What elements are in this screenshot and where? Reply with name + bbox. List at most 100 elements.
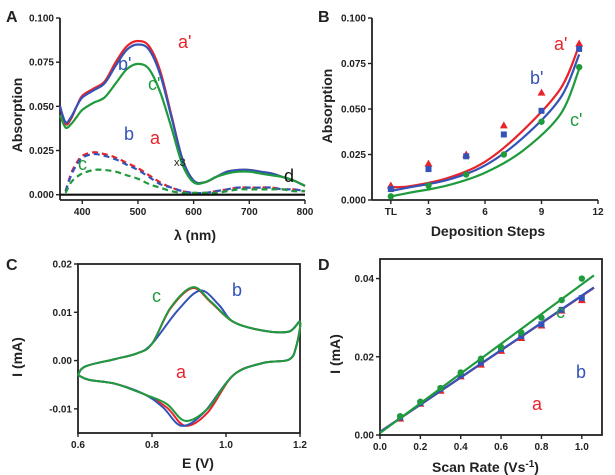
panel-c-y-tick-label: 0.02	[53, 260, 73, 271]
label-c-prime: c'	[148, 74, 160, 94]
panel-b-point	[387, 186, 394, 193]
panel-b-point	[425, 182, 432, 189]
panel-d-point	[558, 296, 565, 304]
panel-a-x-tick-label: 600	[185, 207, 202, 218]
panel-d-y-tick-label: 0.02	[355, 352, 375, 363]
panel-a-ylabel: Absorption	[9, 78, 25, 153]
panel-d-point	[437, 384, 444, 392]
label-c-panel-c: c	[152, 286, 161, 306]
panel-a-x-tick-label: 800	[297, 207, 314, 218]
panel-a-series-5-line	[64, 168, 306, 195]
panel-b-y-tick-label: 0.100	[341, 14, 366, 25]
panel-b-point	[500, 131, 507, 138]
label-d-panel-c: c	[556, 302, 565, 322]
panel-c-x-tick-label: 1.2	[293, 440, 307, 451]
panel-b-y-tick-label: 0.025	[341, 150, 366, 161]
panel-c-x-tick-label: 1.0	[219, 440, 233, 451]
panel-b-fit-1	[390, 53, 581, 192]
panel-a-series-1-line	[58, 43, 306, 187]
panel-a-y-tick-label: 0.025	[29, 146, 54, 157]
panel-c-x-tick-label: 0.6	[71, 440, 85, 451]
panel-c-ylabel: I (mA)	[9, 337, 25, 377]
panel-b-chart: TL 3 6 9 12 0.000 0.025 0.050 0.075 0.100 Absorpt…	[319, 14, 604, 240]
label-b: b	[124, 124, 134, 144]
panel-c-frame	[77, 263, 301, 434]
panel-d-x-tick-label: 0.8	[535, 442, 549, 453]
panel-d-ylabel: I (mA)	[327, 334, 343, 374]
panel-b-point	[538, 107, 545, 114]
label-b-panel-a-prime: a'	[554, 34, 567, 54]
annotation-x3: x3	[174, 157, 186, 169]
panel-d-x-tick-label: 0.0	[373, 442, 387, 453]
panel-c-xlabel: E (V)	[182, 455, 214, 471]
panel-b-point	[576, 45, 583, 52]
panel-b-point	[575, 63, 583, 71]
panel-d-y-tick-label: 0.00	[355, 431, 375, 442]
panel-a-series-4-line	[64, 152, 306, 195]
panel-a-series-2-line	[58, 62, 306, 187]
label-b-panel-b-prime: b'	[530, 68, 543, 88]
label-d: d	[284, 166, 294, 186]
panel-d-point	[558, 306, 565, 313]
panel-d-point	[538, 321, 545, 328]
panel-a-y-tick-label: 0.050	[29, 102, 54, 113]
panel-b-point	[499, 121, 508, 129]
panel-d-x-tick-label: 0.4	[454, 442, 468, 453]
label-c-panel-a: a	[176, 362, 187, 382]
panel-b-point	[462, 171, 470, 178]
label-a-prime: a'	[178, 32, 191, 52]
panel-b-y-tick-label: 0.000	[341, 196, 366, 207]
panel-c-y-tick-label: 0.00	[53, 356, 73, 367]
panel-d-chart: 0.0 0.2 0.4 0.6 0.8 1.0 0.00 0.02 0.04 I (mA) Sc…	[327, 258, 603, 475]
panel-c-voltammogram-0	[77, 287, 302, 427]
panel-b-x-tick-label: 9	[539, 207, 545, 218]
panel-d-xlabel: Scan Rate (Vs-1)	[432, 459, 539, 475]
label-d-panel-a: a	[532, 394, 543, 414]
panel-d-point	[417, 398, 424, 405]
panel-b-x-tick-label: TL	[385, 207, 397, 218]
panel-b-xlabel: Deposition Steps	[431, 223, 546, 239]
panel-b-x-tick-label: 3	[426, 207, 432, 218]
label-a: a	[150, 128, 161, 148]
panel-d-x-tick-label: 1.0	[575, 442, 589, 453]
panel-c-y-tick-label: 0.01	[53, 308, 73, 319]
panel-b-point	[500, 151, 508, 158]
panel-d-frame	[379, 258, 603, 436]
panel-d-point	[518, 329, 525, 336]
panel-d-x-tick-label: 0.6	[494, 442, 508, 453]
label-b-panel-c-prime: c'	[570, 110, 582, 130]
panel-c-y-tick-label: -0.01	[49, 404, 72, 415]
panel-label-a: A	[6, 9, 18, 26]
panel-b-point	[424, 159, 433, 167]
panel-d-point	[578, 295, 585, 302]
panel-c-chart: 0.6 0.8 1.0 1.2 -0.01 0.00 0.01 0.02 I (mA) E (…	[9, 260, 307, 472]
panel-d-point	[578, 275, 586, 282]
panel-d-y-tick-label: 0.04	[355, 274, 375, 285]
panel-b-x-tick-label: 12	[592, 207, 604, 218]
panel-d-point	[396, 413, 404, 420]
panel-b-fit-2	[390, 68, 581, 198]
panel-a-x-tick-label: 400	[74, 207, 91, 218]
panel-b-point	[387, 193, 395, 200]
panel-label-b: B	[318, 9, 330, 26]
panel-a-xlabel: λ (nm)	[174, 227, 216, 243]
panel-b-y-tick-label: 0.050	[341, 105, 366, 116]
panel-b-point	[463, 153, 470, 160]
label-b-prime: b'	[118, 54, 131, 74]
panel-d-point	[497, 343, 505, 351]
panel-a-x-tick-label: 700	[241, 207, 258, 218]
label-c-panel-b: b	[232, 280, 242, 300]
panel-label-c: C	[6, 257, 18, 274]
panel-a-x-tick-label: 500	[130, 207, 147, 218]
panel-c-voltammogram-1	[77, 289, 302, 427]
panel-d-fit-2	[379, 274, 595, 434]
panel-a-chart: 400 500 600 700 800 0.000 0.025 0.050 0.075 0.100…	[9, 14, 314, 244]
panel-d-point	[457, 369, 464, 376]
label-c: c	[78, 154, 87, 174]
panel-b-point	[537, 88, 546, 96]
panel-b-x-tick-label: 6	[482, 207, 488, 218]
label-d-panel-b: b	[576, 362, 586, 382]
panel-label-d: D	[318, 257, 330, 274]
panel-d-x-tick-label: 0.2	[413, 442, 427, 453]
